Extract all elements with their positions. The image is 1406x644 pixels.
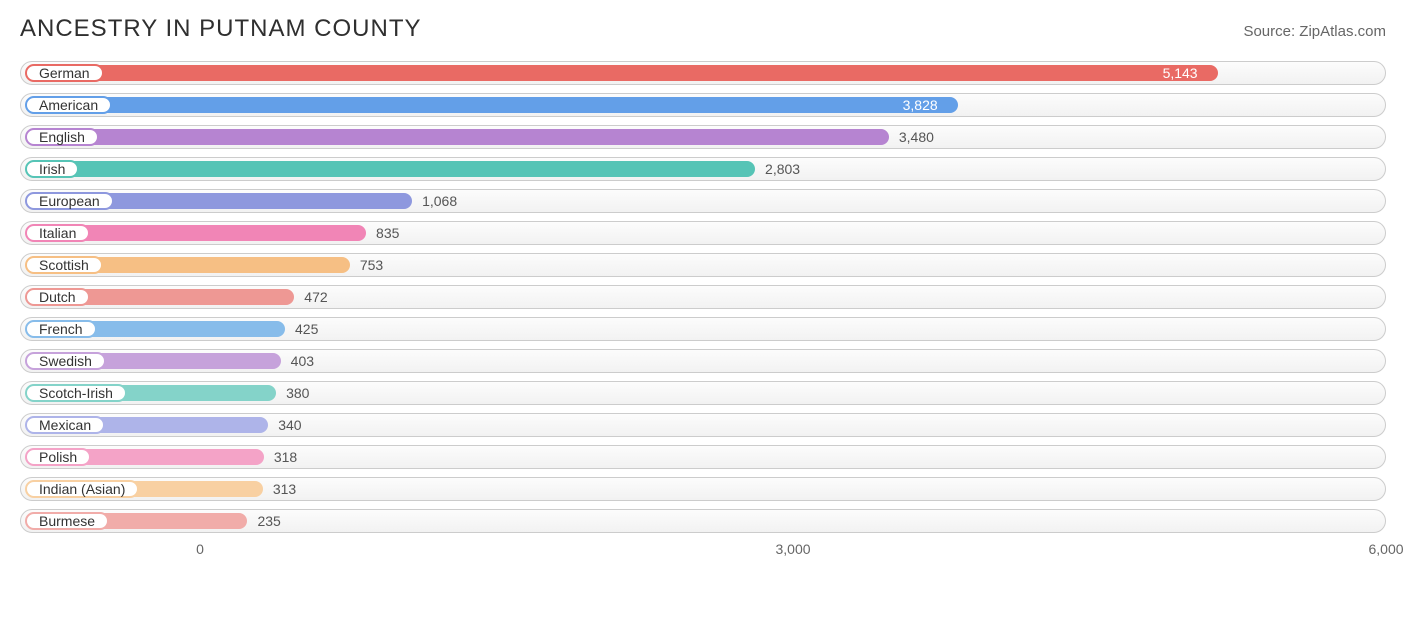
category-pill: Dutch xyxy=(25,288,90,306)
value-label: 753 xyxy=(360,254,383,276)
bar-row: French 425 xyxy=(20,317,1386,341)
axis-tick: 0 xyxy=(196,541,204,557)
category-pill: Swedish xyxy=(25,352,106,370)
value-label: 3,828 xyxy=(903,94,938,116)
category-pill: Indian (Asian) xyxy=(25,480,139,498)
category-pill: American xyxy=(25,96,112,114)
x-axis: 03,0006,000 xyxy=(20,541,1386,565)
category-pill: English xyxy=(25,128,99,146)
axis-tick: 6,000 xyxy=(1368,541,1403,557)
value-label: 3,480 xyxy=(899,126,934,148)
category-pill: Burmese xyxy=(25,512,109,530)
value-label: 425 xyxy=(295,318,318,340)
category-pill: Italian xyxy=(25,224,90,242)
chart-header: ANCESTRY IN PUTNAM COUNTY Source: ZipAtl… xyxy=(20,15,1386,43)
bar-row: Mexican 340 xyxy=(20,413,1386,437)
bar-row: Irish 2,803 xyxy=(20,157,1386,181)
value-label: 472 xyxy=(304,286,327,308)
bar-row: Polish 318 xyxy=(20,445,1386,469)
bar-row: Swedish 403 xyxy=(20,349,1386,373)
bar-row: English 3,480 xyxy=(20,125,1386,149)
bar-row: Burmese 235 xyxy=(20,509,1386,533)
value-label: 313 xyxy=(273,478,296,500)
bar-row: Indian (Asian) 313 xyxy=(20,477,1386,501)
bar-row: German 5,143 xyxy=(20,61,1386,85)
bar-fill xyxy=(27,97,958,113)
value-label: 380 xyxy=(286,382,309,404)
category-pill: German xyxy=(25,64,104,82)
value-label: 2,803 xyxy=(765,158,800,180)
value-label: 340 xyxy=(278,414,301,436)
category-pill: Mexican xyxy=(25,416,105,434)
chart-title: ANCESTRY IN PUTNAM COUNTY xyxy=(20,15,422,43)
value-label: 235 xyxy=(257,510,280,532)
bar-row: Scottish 753 xyxy=(20,253,1386,277)
bar-row: Scotch-Irish 380 xyxy=(20,381,1386,405)
category-pill: European xyxy=(25,192,114,210)
category-pill: Scotch-Irish xyxy=(25,384,127,402)
value-label: 403 xyxy=(291,350,314,372)
axis-tick: 3,000 xyxy=(775,541,810,557)
category-pill: French xyxy=(25,320,97,338)
bar-row: European 1,068 xyxy=(20,189,1386,213)
value-label: 835 xyxy=(376,222,399,244)
chart-source: Source: ZipAtlas.com xyxy=(1243,23,1386,40)
value-label: 5,143 xyxy=(1163,62,1198,84)
bar-fill xyxy=(27,129,889,145)
bar-row: Dutch 472 xyxy=(20,285,1386,309)
bar-chart: German 5,143 American 3,828 English 3,480 Iris… xyxy=(20,61,1386,565)
category-pill: Scottish xyxy=(25,256,103,274)
bar-row: Italian 835 xyxy=(20,221,1386,245)
bar-fill xyxy=(27,65,1218,81)
value-label: 1,068 xyxy=(422,190,457,212)
bar-row: American 3,828 xyxy=(20,93,1386,117)
category-pill: Irish xyxy=(25,160,79,178)
value-label: 318 xyxy=(274,446,297,468)
bar-fill xyxy=(27,161,755,177)
category-pill: Polish xyxy=(25,448,91,466)
